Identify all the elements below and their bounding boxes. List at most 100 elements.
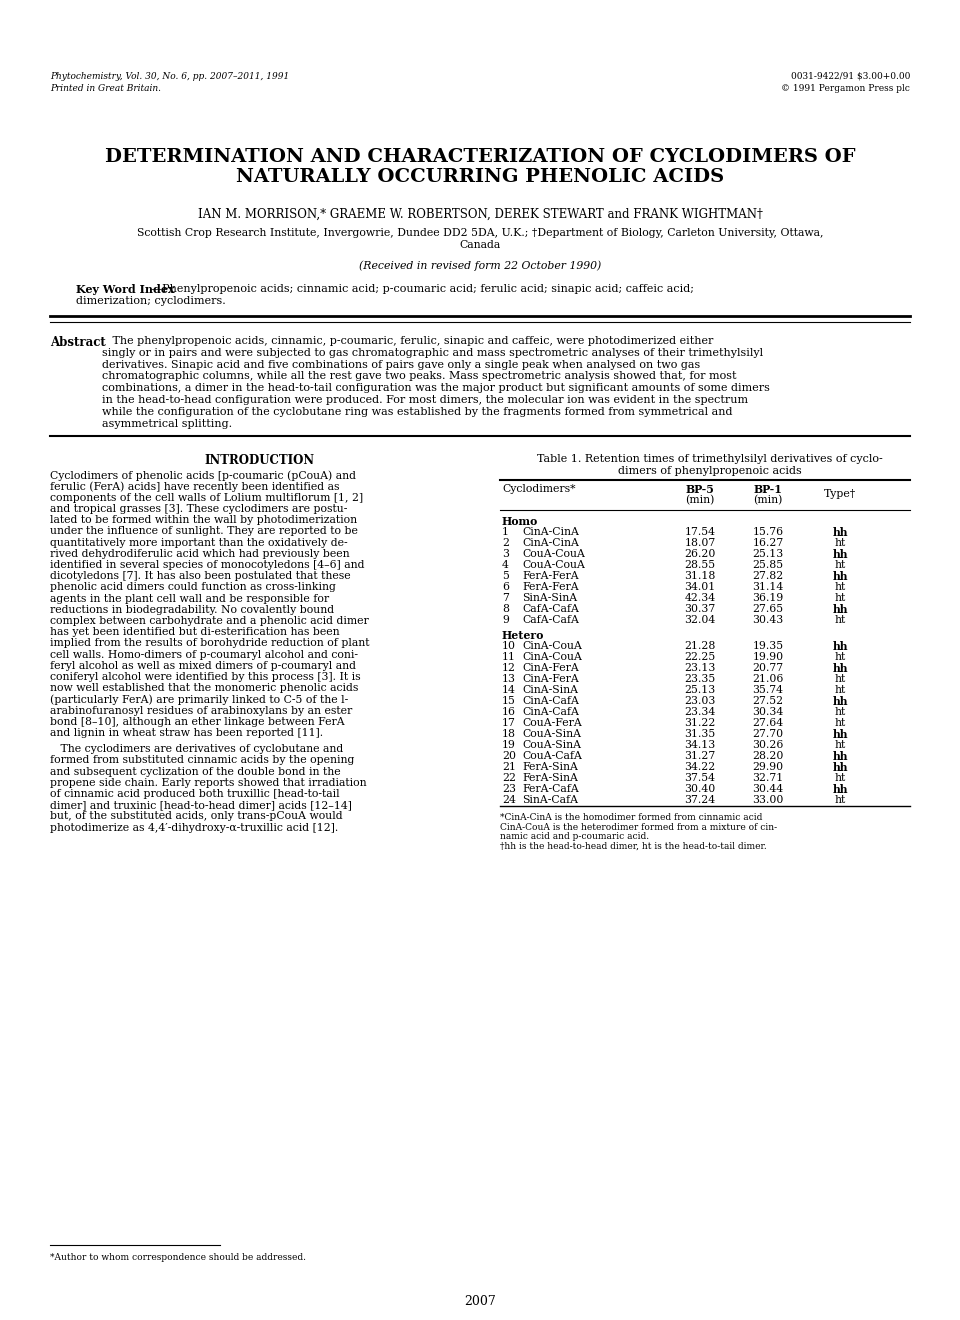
Text: 28.55: 28.55 <box>684 561 715 570</box>
Text: 6: 6 <box>502 582 509 593</box>
Text: 10: 10 <box>502 642 516 651</box>
Text: hh: hh <box>832 763 848 774</box>
Text: 5: 5 <box>502 572 509 581</box>
Text: 9: 9 <box>502 615 509 626</box>
Text: 7: 7 <box>502 594 509 603</box>
Text: hh: hh <box>832 664 848 675</box>
Text: cell walls. Homo-dimers of p-coumaryl alcohol and coni-: cell walls. Homo-dimers of p-coumaryl al… <box>50 649 358 660</box>
Text: CouA-CouA: CouA-CouA <box>522 561 585 570</box>
Text: 23: 23 <box>502 784 516 795</box>
Text: 30.26: 30.26 <box>753 741 783 750</box>
Text: 21: 21 <box>502 763 516 772</box>
Text: 24: 24 <box>502 796 516 805</box>
Text: ht: ht <box>834 741 846 750</box>
Text: 23.35: 23.35 <box>684 675 715 684</box>
Text: ht: ht <box>834 774 846 783</box>
Text: —Phenylpropenoic acids; cinnamic acid; p-coumaric acid; ferulic acid; sinapic ac: —Phenylpropenoic acids; cinnamic acid; p… <box>151 284 694 294</box>
Text: feryl alcohol as well as mixed dimers of p-coumaryl and: feryl alcohol as well as mixed dimers of… <box>50 661 356 671</box>
Text: ht: ht <box>834 582 846 593</box>
Text: CinA-SinA: CinA-SinA <box>522 685 578 696</box>
Text: and lignin in wheat straw has been reported [11].: and lignin in wheat straw has been repor… <box>50 729 324 738</box>
Text: CafA-CafA: CafA-CafA <box>522 605 579 614</box>
Text: CouA-FerA: CouA-FerA <box>522 718 582 729</box>
Text: 34.01: 34.01 <box>684 582 715 593</box>
Text: Scottish Crop Research Institute, Invergowrie, Dundee DD2 5DA, U.K.; †Department: Scottish Crop Research Institute, Inverg… <box>136 228 824 238</box>
Text: 22.25: 22.25 <box>684 652 715 663</box>
Text: hh: hh <box>832 784 848 796</box>
Text: photodimerize as 4,4′-dihydroxy-α-truxillic acid [12].: photodimerize as 4,4′-dihydroxy-α-truxil… <box>50 822 338 833</box>
Text: 27.70: 27.70 <box>753 730 783 739</box>
Text: 34.22: 34.22 <box>684 763 715 772</box>
Text: *Author to whom correspondence should be addressed.: *Author to whom correspondence should be… <box>50 1253 306 1262</box>
Text: CouA-CafA: CouA-CafA <box>522 751 582 762</box>
Text: agents in the plant cell wall and be responsible for: agents in the plant cell wall and be res… <box>50 594 329 603</box>
Text: 36.19: 36.19 <box>753 594 783 603</box>
Text: CinA-CouA is the heterodimer formed from a mixture of cin-: CinA-CouA is the heterodimer formed from… <box>500 822 778 832</box>
Text: ht: ht <box>834 685 846 696</box>
Text: 32.04: 32.04 <box>684 615 715 626</box>
Text: 19: 19 <box>502 741 516 750</box>
Text: 23.03: 23.03 <box>684 697 716 706</box>
Text: propene side chain. Early reports showed that irradiation: propene side chain. Early reports showed… <box>50 777 367 788</box>
Text: 20: 20 <box>502 751 516 762</box>
Text: DETERMINATION AND CHARACTERIZATION OF CYCLODIMERS OF: DETERMINATION AND CHARACTERIZATION OF CY… <box>105 148 855 166</box>
Text: 12: 12 <box>502 664 516 673</box>
Text: 13: 13 <box>502 675 516 684</box>
Text: 35.74: 35.74 <box>753 685 783 696</box>
Text: 0031-9422/91 $3.00+0.00: 0031-9422/91 $3.00+0.00 <box>791 73 910 81</box>
Text: identified in several species of monocotyledons [4–6] and: identified in several species of monocot… <box>50 560 365 570</box>
Text: *CinA-CinA is the homodimer formed from cinnamic acid: *CinA-CinA is the homodimer formed from … <box>500 813 762 822</box>
Text: 15.76: 15.76 <box>753 528 783 537</box>
Text: 28.20: 28.20 <box>753 751 783 762</box>
Text: 14: 14 <box>502 685 516 696</box>
Text: ht: ht <box>834 652 846 663</box>
Text: while the configuration of the cyclobutane ring was established by the fragments: while the configuration of the cyclobuta… <box>102 407 732 417</box>
Text: ht: ht <box>834 708 846 717</box>
Text: Canada: Canada <box>460 240 500 249</box>
Text: Abstract: Abstract <box>50 337 106 348</box>
Text: CinA-CinA: CinA-CinA <box>522 528 579 537</box>
Text: FerA-CafA: FerA-CafA <box>522 784 579 795</box>
Text: 18: 18 <box>502 730 516 739</box>
Text: 31.14: 31.14 <box>753 582 783 593</box>
Text: ferulic (FerA) acids] have recently been identified as: ferulic (FerA) acids] have recently been… <box>50 482 340 492</box>
Text: hh: hh <box>832 549 848 561</box>
Text: hh: hh <box>832 605 848 615</box>
Text: CinA-CinA: CinA-CinA <box>522 539 579 548</box>
Text: Phytochemistry, Vol. 30, No. 6, pp. 2007–2011, 1991: Phytochemistry, Vol. 30, No. 6, pp. 2007… <box>50 73 289 81</box>
Text: derivatives. Sinapic acid and five combinations of pairs gave only a single peak: derivatives. Sinapic acid and five combi… <box>102 359 700 370</box>
Text: hh: hh <box>832 528 848 539</box>
Text: CafA-CafA: CafA-CafA <box>522 615 579 626</box>
Text: 32.71: 32.71 <box>753 774 783 783</box>
Text: 2007: 2007 <box>464 1295 496 1308</box>
Text: now well established that the monomeric phenolic acids: now well established that the monomeric … <box>50 684 358 693</box>
Text: 11: 11 <box>502 652 516 663</box>
Text: namic acid and p-coumaric acid.: namic acid and p-coumaric acid. <box>500 833 649 841</box>
Text: ht: ht <box>834 796 846 805</box>
Text: The cyclodimers are derivatives of cyclobutane and: The cyclodimers are derivatives of cyclo… <box>50 744 344 754</box>
Text: 30.34: 30.34 <box>753 708 783 717</box>
Text: lated to be formed within the wall by photodimerization: lated to be formed within the wall by ph… <box>50 515 357 525</box>
Text: The phenylpropenoic acids, cinnamic, p-coumaric, ferulic, sinapic and caffeic, w: The phenylpropenoic acids, cinnamic, p-c… <box>102 337 713 346</box>
Text: 37.54: 37.54 <box>684 774 715 783</box>
Text: rived dehydrodiferulic acid which had previously been: rived dehydrodiferulic acid which had pr… <box>50 549 349 558</box>
Text: BP-5: BP-5 <box>685 484 714 495</box>
Text: 23.13: 23.13 <box>684 664 716 673</box>
Text: 34.13: 34.13 <box>684 741 715 750</box>
Text: FerA-SinA: FerA-SinA <box>522 763 578 772</box>
Text: 30.40: 30.40 <box>684 784 715 795</box>
Text: 27.82: 27.82 <box>753 572 783 581</box>
Text: Type†: Type† <box>824 490 856 499</box>
Text: 30.43: 30.43 <box>753 615 783 626</box>
Text: 26.20: 26.20 <box>684 549 716 560</box>
Text: 22: 22 <box>502 774 516 783</box>
Text: CinA-CouA: CinA-CouA <box>522 652 582 663</box>
Text: CinA-FerA: CinA-FerA <box>522 664 579 673</box>
Text: hh: hh <box>832 697 848 708</box>
Text: 30.37: 30.37 <box>684 605 715 614</box>
Text: 25.13: 25.13 <box>684 685 715 696</box>
Text: 27.64: 27.64 <box>753 718 783 729</box>
Text: Table 1. Retention times of trimethylsilyl derivatives of cyclo-: Table 1. Retention times of trimethylsil… <box>538 454 883 465</box>
Text: quantitatively more important than the oxidatively de-: quantitatively more important than the o… <box>50 537 348 548</box>
Text: IAN M. MORRISON,* GRAEME W. ROBERTSON, DEREK STEWART and FRANK WIGHTMAN†: IAN M. MORRISON,* GRAEME W. ROBERTSON, D… <box>198 209 762 220</box>
